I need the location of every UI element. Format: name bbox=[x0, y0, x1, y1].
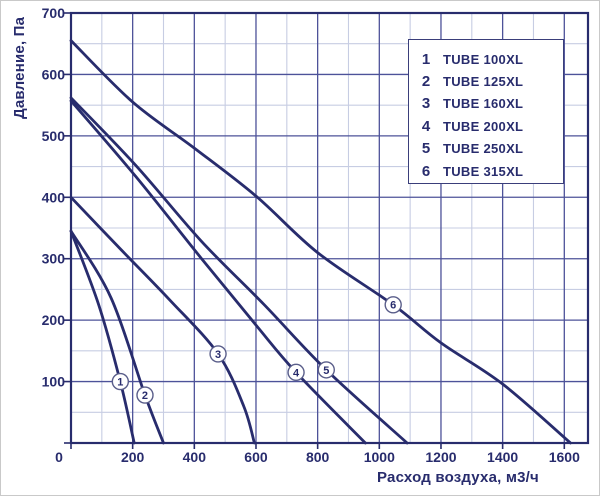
legend-item-label: TUBE 160XL bbox=[443, 96, 524, 112]
curve-tube-125xl bbox=[69, 229, 165, 445]
legend-item-tube-100xl: 1 TUBE 100XL bbox=[409, 48, 563, 70]
curve-marker-number: 5 bbox=[323, 365, 329, 377]
y-tick-label: 700 bbox=[42, 5, 66, 21]
legend-item-tube-250xl: 5 TUBE 250XL bbox=[409, 138, 563, 160]
x-tick-label: 400 bbox=[183, 449, 207, 465]
curve-marker-number: 1 bbox=[117, 376, 123, 388]
curve-tube-315xl bbox=[69, 39, 572, 445]
legend-item-number: 5 bbox=[421, 140, 431, 158]
x-tick-label: 200 bbox=[121, 449, 145, 465]
x-tick-label: 1600 bbox=[549, 449, 580, 465]
origin-label: 0 bbox=[55, 449, 63, 465]
legend-item-number: 1 bbox=[421, 50, 431, 68]
legend-item-tube-125xl: 2 TUBE 125XL bbox=[409, 70, 563, 92]
y-axis-title: Давление, Па bbox=[11, 16, 28, 119]
curve-marker-2 bbox=[136, 386, 154, 404]
legend-item-tube-200xl: 4 TUBE 200XL bbox=[409, 115, 563, 137]
curve-tube-200xl bbox=[69, 99, 367, 445]
curve-marker-3 bbox=[209, 345, 227, 363]
curve-tube-160xl bbox=[69, 195, 256, 445]
curve-marker-number: 4 bbox=[293, 367, 300, 379]
x-tick-label: 1400 bbox=[487, 449, 518, 465]
plot-border bbox=[69, 11, 590, 445]
x-tick-label: 1000 bbox=[364, 449, 395, 465]
legend: 1 TUBE 100XL 2 TUBE 125XL 3 TUBE 160XL 4 TUBE 2… bbox=[408, 39, 564, 184]
y-tick-label: 100 bbox=[42, 374, 66, 390]
y-tick-label: 200 bbox=[42, 312, 66, 328]
legend-item-number: 3 bbox=[421, 95, 431, 113]
y-tick-label: 600 bbox=[42, 66, 66, 82]
curve-tube-250xl bbox=[69, 96, 409, 445]
legend-item-label: TUBE 200XL bbox=[443, 118, 524, 134]
legend-item-number: 6 bbox=[421, 162, 431, 180]
x-tick-label: 1200 bbox=[425, 449, 456, 465]
legend-item-label: TUBE 315XL bbox=[443, 163, 524, 179]
legend-item-label: TUBE 125XL bbox=[443, 74, 524, 90]
legend-item-number: 4 bbox=[421, 117, 431, 135]
x-tick-label: 600 bbox=[244, 449, 268, 465]
legend-item-label: TUBE 250XL bbox=[443, 141, 524, 157]
curve-marker-1 bbox=[111, 372, 130, 391]
legend-item-tube-160xl: 3 TUBE 160XL bbox=[409, 93, 563, 115]
legend-item-label: TUBE 100XL bbox=[443, 51, 524, 67]
y-tick-label: 400 bbox=[42, 189, 66, 205]
x-axis-title: Расход воздуха, м3/ч bbox=[377, 469, 539, 486]
curve-tube-100xl bbox=[69, 229, 136, 445]
curve-marker-4 bbox=[287, 363, 305, 382]
legend-item-number: 2 bbox=[421, 73, 431, 91]
curve-marker-number: 3 bbox=[215, 349, 221, 361]
legend-item-tube-315xl: 6 TUBE 315XL bbox=[409, 160, 563, 182]
y-tick-label: 500 bbox=[42, 128, 66, 144]
curve-marker-number: 6 bbox=[390, 300, 396, 312]
x-tick-label: 800 bbox=[306, 449, 330, 465]
curve-marker-6 bbox=[384, 296, 402, 314]
curve-marker-number: 2 bbox=[142, 390, 148, 402]
curve-marker-5 bbox=[317, 361, 335, 379]
y-tick-label: 300 bbox=[42, 251, 66, 267]
